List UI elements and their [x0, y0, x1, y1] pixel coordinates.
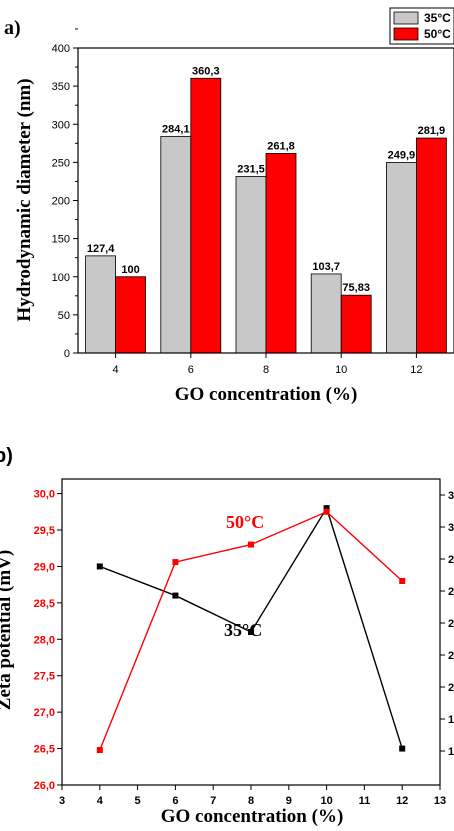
point-35c-10	[323, 505, 330, 512]
x-tick-label-b: 6	[172, 795, 178, 807]
y-tick-label-a: 250	[52, 157, 70, 169]
series-label-35c: 35°C	[224, 620, 262, 640]
y-tick-label-b: 29,5	[34, 525, 55, 537]
y-tick-label-a: 0	[64, 348, 70, 360]
legend-a: 35°C 50°C	[389, 7, 454, 45]
legend-label-50c: 50°C	[424, 27, 451, 41]
x-axis-title-b: GO concentration (%)	[161, 806, 344, 827]
bar-50c-12	[415, 137, 447, 354]
y-tick-label-b: 26,0	[34, 780, 55, 792]
x-tick-label-b: 11	[359, 795, 371, 807]
data-label-50c-6: 360,3	[192, 65, 220, 77]
point-35c-4	[96, 563, 103, 570]
y-tick-label-a: 350	[52, 81, 70, 93]
panel-label-b: b)	[0, 445, 13, 467]
bar-35c-4	[85, 255, 116, 354]
data-label-35c-6: 284,1	[162, 123, 190, 135]
x-tick-label-b: 9	[286, 795, 292, 807]
series-line-50c	[99, 510, 403, 751]
x-tick-label-a: 8	[263, 364, 269, 376]
x-tick-label-b: 4	[97, 795, 104, 807]
data-label-35c-4: 127,4	[87, 243, 115, 255]
point-35c-6	[172, 592, 179, 599]
point-50c-12	[399, 578, 406, 584]
y-tick-label-b: 28,5	[34, 598, 55, 610]
right-y-tick-label-b: 3	[448, 522, 454, 534]
series-line-35c	[99, 506, 403, 749]
data-label-35c-10: 103,7	[312, 261, 340, 273]
x-tick-label-b: 3	[59, 795, 65, 807]
point-35c-8	[248, 629, 254, 635]
legend-swatch-50c	[393, 27, 419, 41]
data-label-50c-10: 75,83	[342, 282, 370, 294]
bar-50c-10	[340, 294, 372, 354]
legend-swatch-35c	[393, 11, 419, 25]
bar-35c-10	[310, 273, 342, 354]
plot-frame-b	[61, 478, 441, 786]
x-tick-label-a: 6	[188, 364, 194, 376]
right-y-tick-label-b: 1	[448, 746, 454, 758]
y-tick-label-b: 26,5	[34, 744, 55, 756]
y-axis-title-a: Hydrodynamic diameter (nm)	[14, 78, 35, 321]
point-35c-12	[399, 745, 406, 752]
y-tick-label-a: 50	[58, 310, 70, 322]
y-tick-label-b: 28,0	[34, 634, 55, 646]
data-label-35c-12: 249,9	[388, 149, 416, 161]
bar-50c-6	[190, 77, 222, 354]
x-tick-label-b: 7	[210, 795, 216, 807]
x-tick-label-b: 5	[135, 795, 141, 807]
right-y-tick-label-b: 2	[448, 586, 454, 598]
bar-50c-4	[115, 276, 146, 354]
plot-frame-a	[77, 47, 454, 354]
x-axis-title-a: GO concentration (%)	[175, 384, 358, 405]
x-tick-label-b: 10	[320, 795, 332, 807]
x-tick-label-a: 12	[410, 364, 422, 376]
x-tick-label-a: 4	[113, 364, 119, 376]
y-tick-label-b: 30,0	[34, 489, 55, 501]
data-label-50c-4: 100	[121, 264, 139, 276]
bar-50c-8	[265, 152, 297, 354]
panel-label-a: a)	[4, 17, 21, 39]
y-tick-label-b: 29,0	[34, 561, 55, 573]
x-tick-label-b: 8	[248, 795, 254, 807]
right-y-tick-label-b: 1	[448, 714, 454, 726]
right-y-tick-label-b: 3	[448, 490, 454, 502]
point-50c-8	[248, 541, 254, 548]
legend-label-35c: 35°C	[424, 11, 451, 25]
x-tick-label-b: 13	[434, 795, 446, 807]
y-tick-label-b: 27,5	[34, 671, 55, 683]
y-tick-label-a: 200	[52, 196, 70, 208]
point-50c-4	[96, 747, 103, 754]
right-y-tick-label-b: 2	[448, 618, 454, 630]
x-tick-label-b: 12	[396, 795, 408, 807]
right-y-tick-label-b: 2	[448, 682, 454, 694]
right-y-tick-label-b: 2	[448, 554, 454, 566]
point-50c-10	[323, 508, 330, 515]
y-axis-title-b: Zeta potential (mV)	[0, 550, 15, 710]
y-tick-label-a: 150	[52, 234, 70, 246]
data-label-35c-8: 231,5	[237, 163, 265, 175]
hydrodynamic-diameter-bar-chart: a) 0 50 100 150 200 250 300 350 400 4 6 8 10 12 127,…	[4, 7, 454, 405]
y-tick-label-a: 400	[52, 43, 70, 55]
y-tick-label-a: 300	[52, 119, 70, 131]
series-label-50c: 50°C	[226, 512, 264, 532]
y-tick-label-a: 100	[52, 272, 70, 284]
x-tick-label-a: 10	[335, 364, 347, 376]
y-tick-label-b: 27,0	[34, 707, 55, 719]
data-label-50c-12: 281,9	[418, 125, 446, 137]
bar-35c-8	[235, 176, 267, 354]
point-50c-6	[172, 559, 179, 566]
bar-35c-12	[385, 162, 417, 354]
bar-35c-6	[160, 135, 192, 354]
data-label-50c-8: 261,8	[267, 140, 295, 152]
right-y-tick-label-b: 2	[448, 650, 454, 662]
